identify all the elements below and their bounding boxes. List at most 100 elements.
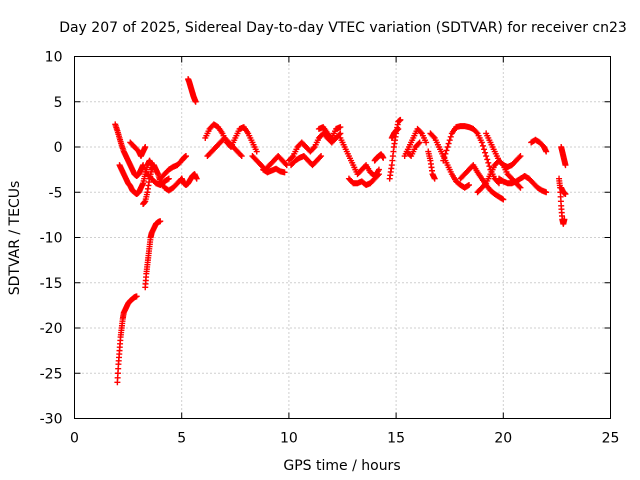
data-point bbox=[253, 148, 260, 155]
chart-title: Day 207 of 2025, Sidereal Day-to-day VTE… bbox=[59, 20, 627, 36]
data-point bbox=[442, 150, 449, 157]
data-point bbox=[561, 216, 568, 223]
y-tick-label: -10 bbox=[40, 231, 63, 247]
data-point bbox=[289, 154, 296, 161]
y-tick-label: 0 bbox=[54, 140, 63, 156]
data-point bbox=[337, 124, 344, 131]
data-point bbox=[486, 163, 493, 170]
series-track bbox=[345, 171, 382, 189]
data-point bbox=[165, 175, 172, 182]
x-tick-label: 0 bbox=[70, 431, 79, 447]
data-point bbox=[445, 140, 452, 147]
data-point bbox=[310, 145, 317, 152]
data-point bbox=[446, 137, 453, 144]
series-track bbox=[178, 171, 200, 189]
data-point bbox=[238, 153, 245, 160]
data-point bbox=[415, 140, 422, 147]
y-tick-label: -20 bbox=[40, 321, 63, 337]
data-point bbox=[182, 153, 189, 160]
data-point bbox=[447, 133, 454, 140]
y-axis-label: SDTVAR / TECUs bbox=[7, 181, 23, 296]
data-point bbox=[485, 159, 492, 166]
series-track bbox=[388, 125, 402, 141]
data-point bbox=[431, 175, 438, 182]
series-track bbox=[556, 175, 568, 227]
data-point bbox=[543, 148, 550, 155]
series-track bbox=[249, 153, 290, 173]
data-point bbox=[444, 144, 451, 150]
data-point bbox=[500, 196, 507, 203]
data-point bbox=[157, 218, 164, 225]
data-point bbox=[430, 133, 437, 140]
series-track bbox=[285, 130, 344, 164]
plot-frame bbox=[74, 56, 611, 419]
data-point bbox=[483, 153, 490, 160]
y-tick-label: 10 bbox=[45, 50, 63, 66]
y-tick-label: 5 bbox=[54, 95, 63, 111]
data-point bbox=[543, 189, 550, 196]
data-point bbox=[482, 149, 489, 156]
series-track bbox=[204, 134, 245, 160]
data-point bbox=[441, 154, 448, 161]
data-point bbox=[416, 139, 423, 146]
series-track bbox=[558, 144, 569, 169]
x-tick-label: 25 bbox=[602, 431, 620, 447]
data-point bbox=[473, 129, 480, 136]
series-track bbox=[185, 76, 199, 105]
x-tick-label: 5 bbox=[177, 431, 186, 447]
series-track bbox=[157, 153, 189, 182]
data-point bbox=[517, 153, 524, 160]
series-track bbox=[528, 136, 550, 155]
data-point bbox=[142, 144, 149, 150]
data-point bbox=[562, 191, 569, 198]
data-point bbox=[318, 153, 325, 160]
series-track bbox=[116, 157, 155, 198]
data-point bbox=[193, 175, 200, 182]
data-point bbox=[237, 151, 244, 158]
series-track bbox=[371, 151, 387, 164]
data-point bbox=[443, 147, 450, 154]
series-track bbox=[142, 218, 164, 291]
grid-lines bbox=[74, 56, 611, 419]
y-tick-label: -25 bbox=[40, 366, 63, 382]
data-point bbox=[465, 182, 472, 189]
data-point bbox=[423, 139, 430, 146]
axis-ticks: 0 5 10 15 20 25 -30 -25 -20 -15 -10 -5 0 5 10 bbox=[40, 50, 620, 447]
data-points bbox=[112, 76, 569, 386]
series-track bbox=[315, 124, 344, 141]
x-tick-label: 20 bbox=[494, 431, 512, 447]
series-track bbox=[483, 130, 524, 170]
data-point bbox=[478, 139, 485, 146]
series-track bbox=[386, 116, 404, 182]
series-track bbox=[440, 123, 503, 187]
data-point bbox=[479, 142, 486, 149]
series-track bbox=[114, 293, 140, 386]
data-point bbox=[484, 156, 491, 163]
y-tick-label: -5 bbox=[49, 185, 63, 201]
data-point bbox=[482, 181, 489, 188]
series-track bbox=[401, 125, 430, 160]
data-point bbox=[440, 157, 447, 164]
data-point bbox=[481, 146, 488, 153]
series-track bbox=[127, 139, 149, 160]
data-point bbox=[516, 183, 523, 190]
data-point bbox=[282, 160, 289, 167]
y-tick-label: -30 bbox=[40, 412, 63, 428]
data-point bbox=[562, 162, 569, 169]
series-track bbox=[558, 184, 569, 198]
x-tick-label: 15 bbox=[387, 431, 405, 447]
data-point bbox=[336, 131, 343, 138]
data-point bbox=[395, 125, 402, 132]
data-point bbox=[374, 172, 381, 179]
data-point bbox=[316, 154, 323, 161]
series-track bbox=[288, 153, 325, 169]
data-point bbox=[417, 129, 424, 136]
data-point bbox=[397, 116, 404, 123]
series-track bbox=[425, 148, 438, 182]
data-point bbox=[516, 154, 523, 161]
series-track bbox=[403, 139, 423, 160]
series-track bbox=[427, 130, 472, 191]
x-tick-label: 10 bbox=[280, 431, 298, 447]
data-point bbox=[281, 169, 288, 176]
